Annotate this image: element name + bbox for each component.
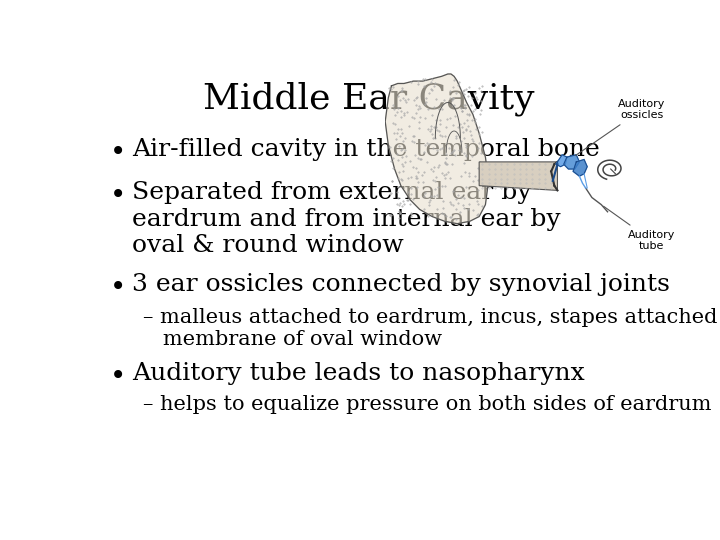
Polygon shape <box>556 155 567 167</box>
Polygon shape <box>385 74 489 224</box>
Text: Auditory
tube: Auditory tube <box>603 206 675 251</box>
Text: •: • <box>109 362 126 390</box>
Text: 3 ear ossicles connected by synovial joints: 3 ear ossicles connected by synovial joi… <box>132 273 670 296</box>
Text: – malleus attached to eardrum, incus, stapes attached to
   membrane of oval win: – malleus attached to eardrum, incus, st… <box>143 308 720 349</box>
Text: Separated from external ear by
eardrum and from internal ear by
oval & round win: Separated from external ear by eardrum a… <box>132 181 560 258</box>
Text: •: • <box>109 273 126 301</box>
Text: – helps to equalize pressure on both sides of eardrum: – helps to equalize pressure on both sid… <box>143 395 711 414</box>
Polygon shape <box>564 155 580 169</box>
Text: Middle Ear Cavity: Middle Ear Cavity <box>203 82 535 116</box>
Text: Air-filled cavity in the temporal bone: Air-filled cavity in the temporal bone <box>132 138 600 160</box>
Text: •: • <box>109 138 126 166</box>
Text: Auditory
ossicles: Auditory ossicles <box>575 99 666 156</box>
Text: •: • <box>109 181 126 209</box>
Polygon shape <box>480 162 557 191</box>
Text: Auditory tube leads to nasopharynx: Auditory tube leads to nasopharynx <box>132 362 585 385</box>
Polygon shape <box>573 159 588 176</box>
